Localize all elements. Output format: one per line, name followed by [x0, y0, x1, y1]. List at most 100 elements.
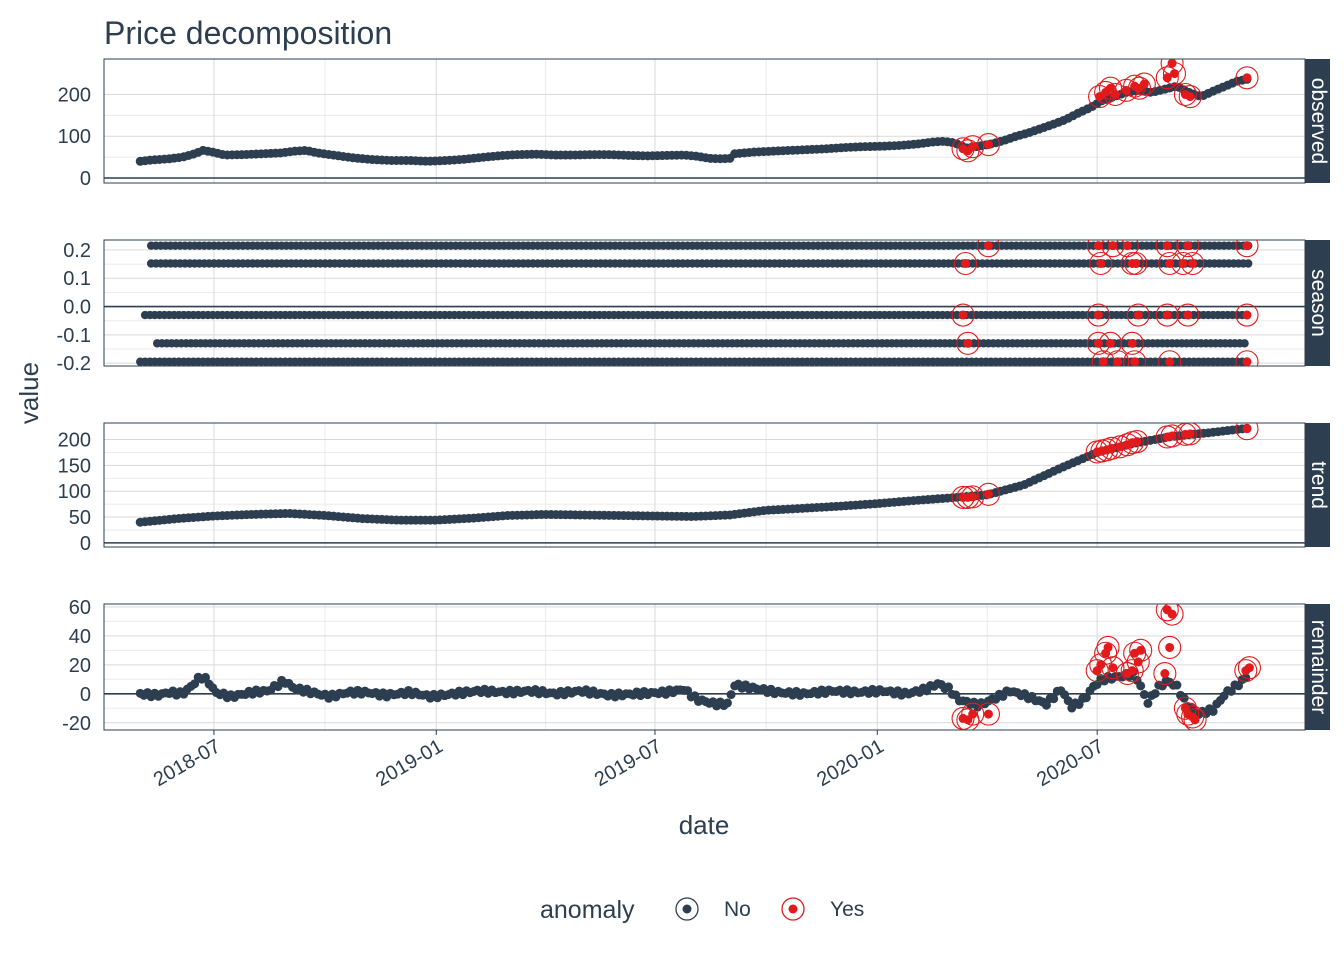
legend-key-no-dot — [682, 904, 692, 914]
anomaly-point — [1115, 442, 1125, 452]
anomaly-ring — [1235, 423, 1259, 441]
anomaly-point — [1242, 357, 1252, 366]
legend: anomaly No Yes — [540, 896, 864, 924]
y-tick-label: 100 — [58, 481, 91, 503]
anomaly-ring — [956, 331, 980, 355]
anomaly-ring — [1127, 76, 1152, 100]
anomaly-ring — [1235, 66, 1259, 90]
data-point — [190, 679, 200, 689]
anomaly-point — [1244, 663, 1254, 673]
anomaly-point — [1127, 338, 1137, 348]
facet-strip-label: remainder — [1307, 620, 1330, 715]
anomaly-point — [1165, 642, 1175, 652]
facet-strip — [1305, 240, 1330, 366]
data-point — [1244, 259, 1253, 268]
anomaly-ring — [1176, 702, 1200, 726]
legend-label-yes: Yes — [830, 898, 864, 921]
panel-points — [135, 59, 1259, 166]
anomaly-point — [1130, 357, 1140, 366]
anomaly-ring — [1096, 635, 1120, 659]
anomaly-point — [968, 709, 978, 719]
anomaly-ring — [1120, 659, 1144, 683]
anomaly-point — [1108, 241, 1118, 251]
y-tick-label: -0.1 — [57, 325, 91, 347]
y-axis-title: value — [14, 362, 44, 424]
anomaly-ring — [1235, 240, 1259, 258]
y-tick-label: 200 — [58, 84, 91, 106]
anomaly-ring — [1120, 331, 1144, 355]
facet-strip-label: observed — [1307, 78, 1330, 164]
panel-points — [136, 240, 1259, 366]
anomaly-ring — [1183, 708, 1207, 730]
y-tick-label: 40 — [69, 626, 91, 648]
anomaly-point — [1185, 429, 1195, 439]
anomaly-point — [1122, 241, 1132, 251]
anomaly-ring — [1237, 656, 1261, 680]
facet-strip — [1305, 59, 1330, 183]
panel-trend: 0 50 100 150 200 trend — [58, 422, 1330, 555]
anomaly-ring — [961, 485, 985, 509]
anomaly-point — [983, 709, 993, 719]
y-tick-label: 100 — [58, 126, 91, 148]
x-axis-title: date — [679, 810, 730, 840]
data-point — [1208, 706, 1218, 716]
legend-key-yes-ring — [781, 897, 805, 921]
facet-strip — [1305, 604, 1330, 730]
anomaly-ring — [1178, 423, 1202, 446]
panel-remainder: -20 0 20 40 60 remainder — [62, 597, 1330, 735]
anomaly-point — [1167, 609, 1177, 619]
anomaly-ring — [1124, 251, 1148, 276]
anomaly-ring — [1155, 66, 1179, 90]
anomaly-point — [1096, 259, 1106, 269]
data-point — [722, 698, 732, 708]
anomaly-ring — [1181, 705, 1205, 729]
anomaly-point — [983, 241, 993, 251]
anomaly-ring — [1086, 303, 1110, 327]
anomaly-point — [983, 489, 993, 499]
anomaly-point — [1136, 645, 1146, 655]
anomaly-point — [1242, 310, 1252, 320]
anomaly-ring — [976, 702, 1000, 726]
legend-key-no — [675, 897, 699, 921]
anomaly-ring — [1176, 240, 1200, 258]
anomaly-point — [1105, 338, 1115, 348]
anomaly-point — [1162, 241, 1172, 251]
anomaly-ring — [1173, 82, 1197, 107]
anomaly-point — [1185, 92, 1195, 102]
anomaly-point — [1242, 424, 1252, 434]
anomaly-point — [1242, 241, 1252, 251]
anomaly-point — [1242, 73, 1252, 83]
legend-key-no-ring — [675, 897, 699, 921]
y-tick-label: 0 — [80, 533, 91, 555]
panel-observed: 0 100 200 observed — [58, 58, 1330, 190]
facet-strip — [1305, 423, 1330, 547]
panel-points — [135, 423, 1259, 527]
anomaly-ring — [1234, 659, 1258, 683]
anomaly-ring — [976, 482, 1000, 506]
anomaly-ring — [1158, 350, 1182, 366]
anomaly-ring — [961, 135, 985, 159]
anomaly-ring — [1126, 303, 1150, 327]
data-point — [1139, 690, 1149, 700]
panel-season: -0.2 -0.1 0.0 0.1 0.2 season — [57, 239, 1330, 375]
data-point — [1041, 700, 1051, 710]
data-point — [1081, 693, 1091, 703]
y-tick-label: 0 — [80, 684, 91, 706]
anomaly-point — [960, 259, 970, 269]
anomaly-point — [1093, 338, 1103, 348]
legend-key-yes — [781, 897, 805, 921]
data-point — [200, 672, 210, 682]
anomaly-ring — [1162, 62, 1187, 86]
anomaly-point — [968, 492, 978, 502]
anomaly-ring — [951, 303, 975, 327]
anomaly-point — [1107, 443, 1117, 453]
anomaly-point — [1188, 259, 1198, 269]
anomaly-ring — [1125, 430, 1149, 454]
anomaly-ring — [1153, 661, 1177, 686]
anomaly-point — [1108, 663, 1118, 673]
anomaly-ring — [1094, 641, 1118, 665]
anomaly-point — [1098, 357, 1108, 366]
data-point — [1150, 689, 1160, 699]
anomaly-ring — [1181, 251, 1205, 276]
